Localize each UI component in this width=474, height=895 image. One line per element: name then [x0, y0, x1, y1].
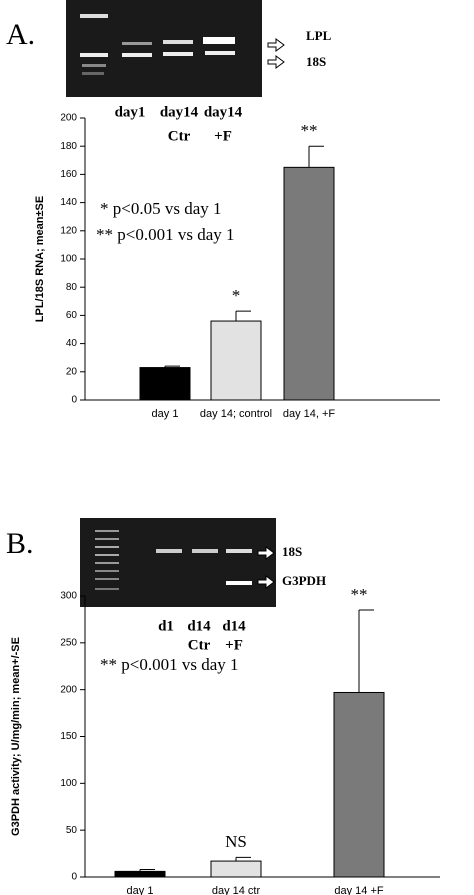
lane-label: +F	[214, 128, 232, 144]
lane-label: Ctr	[188, 637, 211, 653]
lane-label: d14	[222, 618, 246, 634]
y-tick-label: 0	[71, 872, 77, 883]
band-label: LPL	[306, 28, 332, 43]
lane-label: day1	[115, 104, 146, 120]
annotation: * p<0.05 vs day 1	[100, 199, 222, 218]
bar	[114, 870, 166, 878]
lane-label: day14	[160, 104, 199, 120]
y-axis-label: LPL/18S RNA; mean±SE	[34, 196, 46, 322]
bar	[333, 691, 385, 878]
gel-image	[66, 0, 262, 97]
y-tick-label: 20	[66, 366, 78, 377]
error-bar	[164, 365, 180, 368]
band-label: 18S	[306, 54, 326, 69]
error-bar	[235, 310, 251, 322]
y-tick-label: 300	[60, 591, 77, 602]
x-tick-label: day 14; control	[200, 408, 272, 420]
lane-label: day14	[204, 104, 243, 120]
bar	[283, 166, 335, 401]
y-tick-label: 180	[60, 141, 77, 152]
y-tick-label: 140	[60, 197, 77, 208]
error-bar	[139, 869, 155, 872]
annotation: ** p<0.001 vs day 1	[100, 655, 239, 674]
band-label: G3PDH	[282, 573, 326, 588]
y-tick-label: 40	[66, 338, 78, 349]
y-tick-label: 0	[71, 395, 77, 406]
y-tick-label: 250	[60, 637, 77, 648]
x-tick-label: day 1	[127, 885, 154, 895]
y-tick-label: 120	[60, 225, 77, 236]
x-tick-label: day 14 ctr	[212, 885, 261, 895]
bar-label: NS	[225, 832, 247, 851]
y-tick-label: 150	[60, 731, 77, 742]
y-axis-label: G3PDH activity; U/mg/min; mean+/-SE	[10, 637, 22, 836]
arrow	[267, 55, 285, 69]
arrow	[267, 38, 285, 52]
lane-label: Ctr	[168, 128, 191, 144]
y-tick-label: 160	[60, 169, 77, 180]
gel-image	[80, 518, 276, 607]
annotation: ** p<0.001 vs day 1	[96, 225, 235, 244]
error-bar	[358, 609, 374, 693]
bar	[210, 860, 262, 878]
bar-label: *	[232, 286, 241, 305]
y-tick-label: 50	[66, 825, 78, 836]
x-tick-label: day 14 +F	[334, 885, 384, 895]
panel-label: A.	[6, 18, 35, 51]
arrow	[257, 546, 275, 560]
bar	[139, 367, 191, 401]
y-tick-label: 100	[60, 778, 77, 789]
bar-label: **	[301, 121, 318, 140]
y-tick-label: 60	[66, 310, 78, 321]
lane-label: d14	[187, 618, 211, 634]
error-bar	[308, 145, 324, 168]
arrow	[257, 575, 275, 589]
band-label: 18S	[282, 544, 302, 559]
y-tick-label: 200	[60, 684, 77, 695]
lane-label: d1	[158, 618, 174, 634]
lane-label: +F	[225, 637, 243, 653]
bar-label: **	[351, 585, 368, 604]
x-tick-label: day 1	[152, 408, 179, 420]
x-tick-label: day 14, +F	[283, 408, 336, 420]
bar	[210, 320, 262, 401]
y-tick-label: 80	[66, 282, 78, 293]
error-bar	[235, 856, 251, 862]
y-tick-label: 100	[60, 254, 77, 265]
panel-label: B.	[6, 527, 34, 560]
y-tick-label: 200	[60, 113, 77, 124]
